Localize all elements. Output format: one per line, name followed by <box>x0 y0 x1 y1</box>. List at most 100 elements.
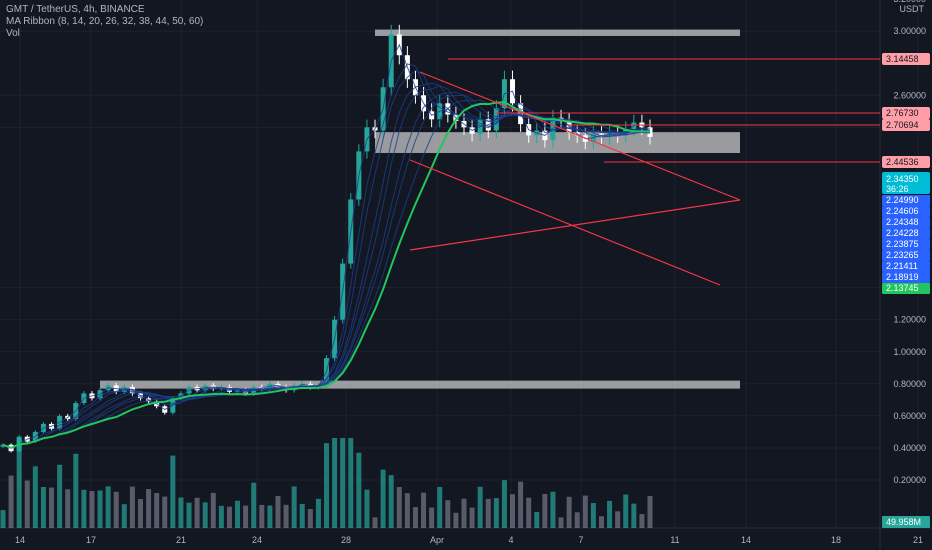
ma-value-label: 2.24990 <box>886 195 919 205</box>
volume-bar <box>566 496 572 528</box>
volume-bar <box>356 452 362 528</box>
volume-bar <box>97 490 103 528</box>
support-resistance-zone <box>375 29 740 36</box>
x-tick-label: 7 <box>578 535 583 545</box>
current-price-tag <box>882 172 930 194</box>
volume-bar <box>615 511 621 528</box>
volume-bar <box>32 466 38 528</box>
volume-bar <box>65 489 71 528</box>
x-tick-label: 17 <box>86 535 96 545</box>
volume-bar <box>582 495 588 528</box>
x-tick-label: 21 <box>176 535 186 545</box>
volume-bar <box>40 487 46 528</box>
volume-bar <box>437 486 443 528</box>
ma-ribbon-line <box>2 63 651 449</box>
volume-bar <box>623 494 629 528</box>
volume-bar <box>186 502 192 528</box>
volume-bar <box>348 438 354 528</box>
volume-bar <box>129 486 135 528</box>
x-tick-label: 4 <box>508 535 513 545</box>
ma-value-label: 2.13745 <box>886 283 919 293</box>
ma-value-tag <box>882 217 930 228</box>
volume-bar <box>453 512 459 528</box>
volume-bar <box>89 491 95 528</box>
volume-bar <box>16 439 22 528</box>
ma-value-tag <box>882 250 930 261</box>
volume-bar <box>267 505 273 528</box>
volume-bar <box>550 491 556 528</box>
price-unit-label: USDT <box>899 4 925 14</box>
grid-lines <box>0 0 919 528</box>
volume-bar <box>340 438 346 528</box>
y-tick-label: 2.60000 <box>893 90 926 100</box>
volume-bar <box>194 497 200 528</box>
price-level-value: 2.44536 <box>886 157 919 167</box>
volume-bar <box>388 475 394 528</box>
ma-ribbon-line <box>2 43 651 449</box>
volume-bar <box>178 497 184 528</box>
volume-bar <box>24 480 30 528</box>
volume-bar <box>404 493 410 528</box>
volume-bar <box>574 512 580 528</box>
ma-ribbon-slow-line <box>2 101 651 449</box>
volume-bar <box>445 500 451 528</box>
ma-value-label: 2.23875 <box>886 239 919 249</box>
ma-value-tag <box>882 206 930 217</box>
ma-value-label: 2.23265 <box>886 250 919 260</box>
y-tick-label: 1.20000 <box>893 315 926 325</box>
ma-value-tag <box>882 261 930 272</box>
volume-bar <box>332 438 338 528</box>
volume-bar <box>598 516 604 528</box>
volume-bar <box>170 455 176 528</box>
volume-bar <box>501 480 507 528</box>
volume-bar <box>558 517 564 528</box>
volume-bar <box>510 494 516 528</box>
volume-value-tag <box>882 516 930 528</box>
volume-bar <box>542 493 548 528</box>
support-resistance-zone <box>100 380 740 389</box>
volume-bar <box>259 504 265 528</box>
y-tick-label: 3.20000 <box>893 0 926 4</box>
volume-bar <box>526 497 532 528</box>
price-level-tag <box>882 107 930 119</box>
volume-bar <box>485 498 491 528</box>
ma-ribbon-line <box>2 69 651 449</box>
y-tick-label: 3.00000 <box>893 26 926 36</box>
volume-bar <box>364 489 370 528</box>
ma-value-tag <box>882 283 930 294</box>
volume-bar <box>461 498 467 528</box>
x-tick-label: 24 <box>252 535 262 545</box>
price-level-value: 2.70694 <box>886 120 919 130</box>
ma-value-tag <box>882 272 930 283</box>
x-tick-label: 28 <box>341 535 351 545</box>
volume-bar <box>275 496 281 528</box>
price-level-value: 3.14458 <box>886 54 919 64</box>
volume-bar <box>0 510 6 528</box>
volume-bar <box>639 514 645 528</box>
volume-bar <box>243 505 249 528</box>
volume-bar <box>324 443 329 528</box>
volume-bar <box>380 469 386 528</box>
x-tick-label: 14 <box>741 535 751 545</box>
chart-legend: GMT / TetherUS, 4h, BINANCE MA Ribbon (8… <box>6 4 203 40</box>
trendline-lower-channel <box>409 159 721 286</box>
x-tick-label: Apr <box>430 535 444 545</box>
volume-bars <box>0 438 653 528</box>
trendline-upper <box>419 71 741 201</box>
ma-value-tag <box>882 228 930 239</box>
support-resistance-zone <box>375 132 740 153</box>
y-tick-label: 0.60000 <box>893 411 926 421</box>
ma-value-tag <box>882 239 930 250</box>
volume-bar <box>154 493 160 528</box>
volume-bar <box>477 486 483 528</box>
volume-bar <box>105 486 111 528</box>
volume-bar <box>251 482 257 528</box>
trendline-support <box>409 199 741 251</box>
current-price-value: 2.34350 <box>886 174 919 184</box>
volume-bar <box>518 481 524 528</box>
volume-bar <box>73 453 79 528</box>
y-tick-label: 1.00000 <box>893 347 926 357</box>
price-level-value: 2.76730 <box>886 108 919 118</box>
ma-value-label: 2.21411 <box>886 261 918 271</box>
